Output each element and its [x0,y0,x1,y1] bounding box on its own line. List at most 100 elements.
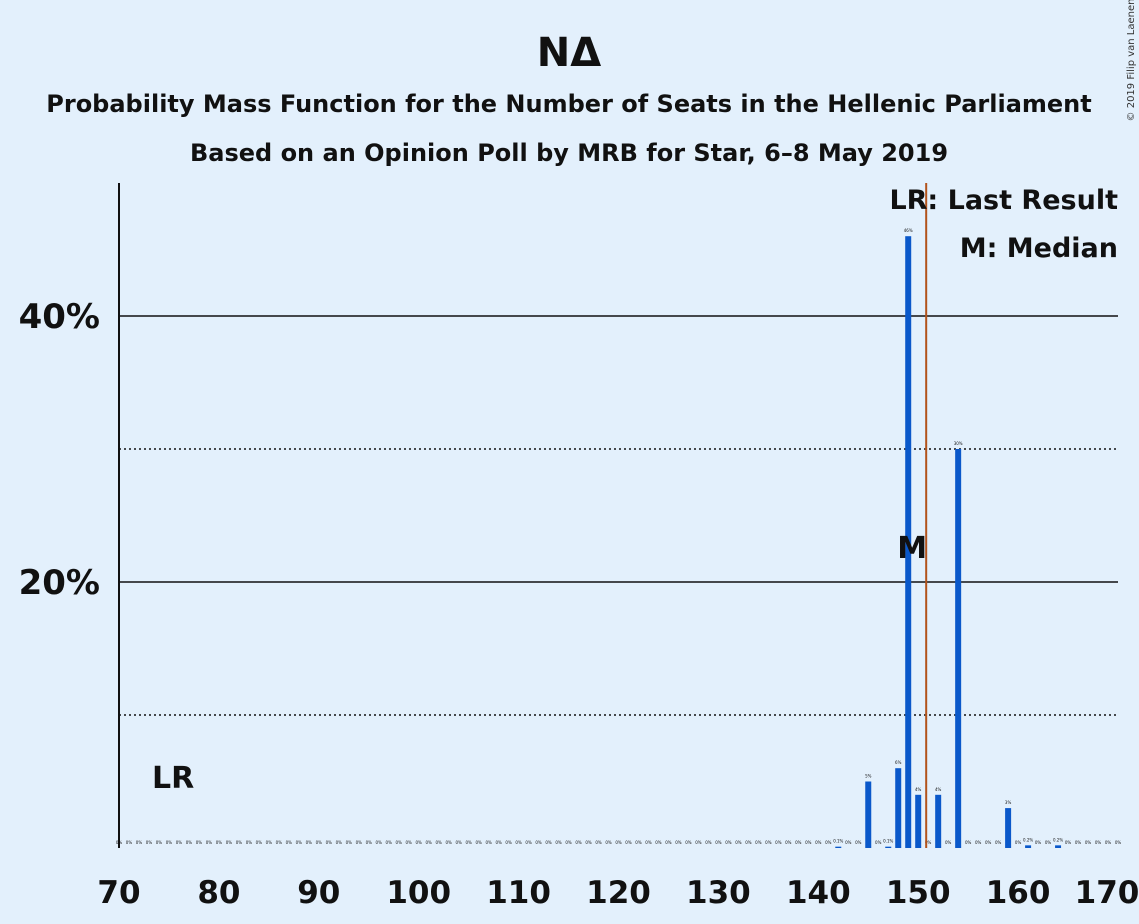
data-label-124: 0% [655,840,662,845]
data-label-162: 0% [1035,840,1042,845]
data-label-122: 0% [635,840,642,845]
data-label-137: 0% [785,840,792,845]
data-label-149: 46% [904,228,913,233]
data-label-151: 0% [925,840,932,845]
data-label-76: 0% [176,840,183,845]
data-label-126: 0% [675,840,682,845]
data-label-135: 0% [765,840,772,845]
x-tick-label: 130 [686,875,751,911]
data-label-167: 0% [1085,840,1092,845]
data-label-102: 0% [436,840,443,845]
data-label-150: 4% [915,787,922,792]
data-label-116: 0% [575,840,582,845]
x-tick-label: 170 [1075,875,1139,911]
data-label-119: 0% [605,840,612,845]
data-label-109: 0% [505,840,512,845]
data-label-97: 0% [386,840,393,845]
chart-subtitle-2: Based on an Opinion Poll by MRB for Star… [190,139,948,167]
data-label-127: 0% [685,840,692,845]
x-tick-label: 110 [486,875,551,911]
data-label-154: 30% [954,441,963,446]
data-label-86: 0% [276,840,283,845]
data-label-104: 0% [455,840,462,845]
data-label-147: 0.1% [883,839,893,844]
data-label-121: 0% [625,840,632,845]
data-label-88: 0% [296,840,303,845]
data-label-157: 0% [985,840,992,845]
bars [835,236,1062,848]
data-label-111: 0% [525,840,532,845]
data-label-123: 0% [645,840,652,845]
x-tick-label: 150 [886,875,951,911]
x-tick-label: 100 [386,875,451,911]
data-label-113: 0% [545,840,552,845]
data-label-105: 0% [465,840,472,845]
data-label-81: 0% [226,840,233,845]
data-label-120: 0% [615,840,622,845]
data-label-153: 0% [945,840,952,845]
data-label-159: 3% [1005,800,1012,805]
data-label-87: 0% [286,840,293,845]
bar-154 [955,449,962,848]
data-label-99: 0% [406,840,413,845]
data-label-91: 0% [326,840,333,845]
legend-last-result: LR: Last Result [889,185,1118,216]
bar-164 [1055,845,1062,848]
data-label-79: 0% [206,840,213,845]
data-label-85: 0% [266,840,273,845]
data-label-146: 0% [875,840,882,845]
data-label-133: 0% [745,840,752,845]
data-label-101: 0% [426,840,433,845]
data-label-117: 0% [585,840,592,845]
bar-161 [1025,845,1032,848]
y-tick-label: 40% [19,297,100,337]
x-tick-label: 120 [586,875,651,911]
data-label-155: 0% [965,840,972,845]
last-result-marker: LR [152,761,194,796]
data-label-108: 0% [495,840,502,845]
data-label-95: 0% [366,840,373,845]
data-label-93: 0% [346,840,353,845]
data-label-170: 0% [1115,840,1122,845]
data-label-125: 0% [665,840,672,845]
data-label-130: 0% [715,840,722,845]
data-labels: 0% 0% 0% 0% 0% 0% 0% 0% 0% 0% 0% 0% 0% 0% 0% 0% 0% 0% 0% 0%… [116,228,1122,845]
data-label-94: 0% [356,840,363,845]
bar-148 [895,768,902,848]
median-marker: M [897,531,927,566]
data-label-132: 0% [735,840,742,845]
bar-150 [915,794,922,848]
data-label-96: 0% [376,840,383,845]
data-label-169: 0% [1105,840,1112,845]
data-label-131: 0% [725,840,732,845]
y-tick-label: 20% [19,563,100,603]
data-label-75: 0% [166,840,173,845]
data-label-80: 0% [216,840,223,845]
data-label-164: 0.2% [1053,837,1063,842]
gridlines [119,315,1118,716]
data-label-115: 0% [565,840,572,845]
data-label-138: 0% [795,840,802,845]
data-label-156: 0% [975,840,982,845]
x-tick-label: 70 [97,875,140,911]
data-label-136: 0% [775,840,782,845]
data-label-134: 0% [755,840,762,845]
data-label-158: 0% [995,840,1002,845]
bar-159 [1005,808,1012,848]
copyright-notice: © 2019 Filip van Laenen [1126,0,1137,121]
data-label-92: 0% [336,840,343,845]
data-label-90: 0% [316,840,323,845]
data-label-142: 0.1% [833,839,843,844]
data-label-129: 0% [705,840,712,845]
data-label-143: 0% [845,840,852,845]
y-axis-ticks: 20% 40% [19,297,100,603]
data-label-166: 0% [1075,840,1082,845]
x-tick-label: 140 [786,875,851,911]
data-label-98: 0% [396,840,403,845]
data-label-107: 0% [485,840,492,845]
data-label-112: 0% [535,840,542,845]
data-label-114: 0% [555,840,562,845]
data-label-144: 0% [855,840,862,845]
data-label-110: 0% [515,840,522,845]
